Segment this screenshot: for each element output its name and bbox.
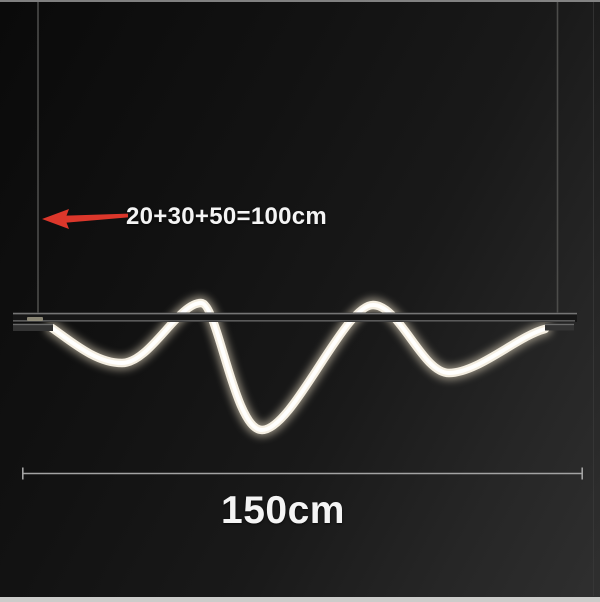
- right-tube-connector: [545, 323, 574, 331]
- lamp-bar: [13, 312, 577, 331]
- width-annotation: 150cm: [221, 489, 345, 532]
- bar-label-chip: [27, 317, 43, 321]
- dimension-line: [21, 467, 584, 480]
- wall-corner-line: [593, 2, 594, 596]
- floor-strip: [0, 597, 600, 602]
- red-arrow-left-icon: [42, 209, 128, 229]
- ceiling-edge-line: [0, 0, 600, 2]
- cord-length-annotation: 20+30+50=100cm: [126, 203, 328, 230]
- led-wave-tube: [45, 295, 552, 438]
- left-tube-connector: [13, 323, 53, 331]
